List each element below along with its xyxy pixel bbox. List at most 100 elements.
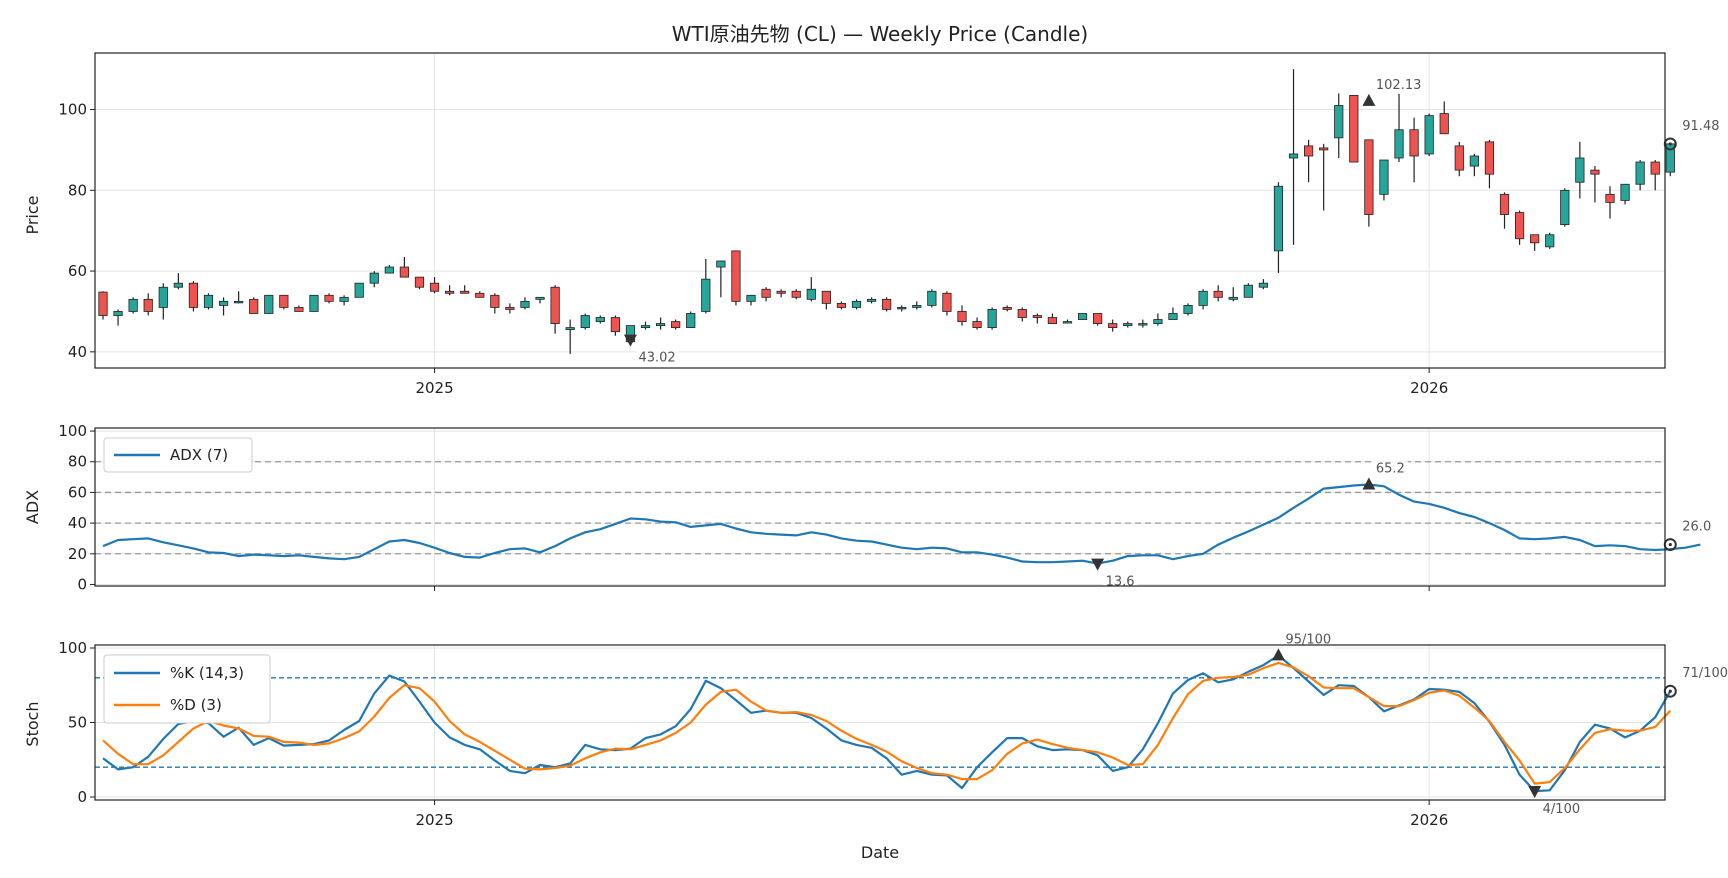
stoch-annotation-bg [1679, 665, 1728, 683]
candle-down [942, 292, 952, 312]
candle-down [836, 302, 847, 308]
candle-up [1198, 290, 1208, 306]
candle-up [1228, 296, 1238, 300]
candle-down [791, 290, 801, 298]
candle-down [1213, 290, 1223, 298]
candle-down [776, 290, 786, 294]
adx-legend-label: ADX (7) [170, 446, 228, 464]
price-plot-frame [94, 52, 1666, 369]
price-panel: 40 60 80 100 2025 2026 102.13 43.02 91.48 Pric… [23, 52, 1723, 397]
candle-up [595, 317, 605, 322]
candle-down [1032, 315, 1042, 318]
stoch-annotation-label: 71/100 [1682, 666, 1728, 681]
price-y-tick-label: 100 [58, 101, 87, 119]
candle-down [1304, 145, 1314, 157]
candle-down [821, 290, 831, 304]
candle-down [324, 294, 334, 302]
candle-up [1334, 105, 1344, 139]
stoch-series-line-0 [102, 654, 1672, 793]
candle-up [218, 300, 229, 306]
candle-up [1062, 321, 1073, 324]
candle-down [445, 290, 455, 294]
stoch-y-axis-label: Stoch [23, 701, 42, 746]
candle-up [701, 278, 711, 312]
candle-up [1379, 159, 1389, 195]
candle-down [972, 321, 982, 329]
candle-down [143, 298, 153, 312]
candle-up [716, 260, 726, 268]
candle-down [1349, 95, 1359, 163]
candle-up [128, 298, 138, 312]
stoch-k-legend-label: %K (14,3) [170, 664, 244, 682]
adx-y-tick-label: 100 [58, 422, 87, 440]
candle-up [520, 300, 530, 308]
price-annotation-label: 102.13 [1376, 78, 1422, 93]
candle-down [1499, 193, 1510, 215]
candle-up [746, 294, 756, 302]
candle-up [1077, 313, 1088, 320]
price-annotation-bg [635, 349, 679, 367]
candle-up [1153, 319, 1163, 324]
price-last-marker-dot [1668, 142, 1672, 146]
price-annotation-bg [1679, 117, 1723, 135]
candle-down [429, 282, 440, 292]
candle-down [550, 286, 560, 324]
stoch-annotation-bg [1539, 801, 1584, 819]
adx-y-tick-label: 40 [68, 514, 87, 532]
stoch-last-marker-dot [1668, 689, 1672, 693]
stoch-x-tick-label: 2026 [1410, 811, 1448, 829]
candle-up [1183, 305, 1193, 314]
price-annotation-label: 43.02 [638, 351, 675, 366]
price-y-tick-label: 60 [68, 262, 87, 280]
candle-up [580, 315, 590, 329]
stoch-plot-frame [94, 644, 1666, 801]
candle-down [399, 266, 410, 278]
candle-down [98, 291, 108, 316]
candle-up [369, 272, 379, 284]
candle-down [1047, 317, 1058, 324]
adx-series-line-0 [102, 483, 1701, 565]
candle-down [188, 282, 199, 308]
candle-down [475, 292, 485, 298]
stoch-y-tick-label: 50 [68, 714, 87, 732]
adx-annotation-bg [1679, 518, 1715, 536]
candle-up [1575, 157, 1585, 183]
stoch-annotation-label: 95/100 [1285, 632, 1331, 647]
price-max-marker [1362, 93, 1376, 106]
candle-up [113, 311, 123, 316]
candle-up [234, 300, 244, 304]
candle-down [1514, 212, 1525, 240]
adx-legend-box [103, 437, 253, 473]
candle-down [610, 317, 620, 333]
price-annotation-bg [1372, 76, 1425, 94]
adx-legend: ADX (7) [103, 437, 253, 473]
candle-down [731, 250, 741, 302]
candle-down [761, 288, 771, 298]
price-y-tick-label: 80 [68, 181, 87, 199]
candle-down [1319, 147, 1329, 151]
candle-down [1364, 139, 1374, 215]
candle-down [1650, 161, 1660, 175]
stoch-annotation-label: 4/100 [1543, 802, 1580, 817]
chart-title: WTI原油先物 (CL) — Weekly Price (Candle) [672, 22, 1088, 46]
candle-down [882, 298, 892, 310]
x-axis-label: Date [861, 843, 899, 862]
adx-max-marker [1362, 477, 1376, 490]
adx-y-tick-label: 20 [68, 545, 87, 563]
candle-up [565, 327, 575, 331]
candle-up [1635, 161, 1645, 185]
adx-annotation-bg [1372, 460, 1408, 478]
candle-down [414, 276, 425, 288]
candle-down [460, 290, 470, 294]
price-x-tick-label: 2025 [415, 379, 453, 397]
price-y-tick-label: 40 [68, 343, 87, 361]
price-annotation-label: 91.48 [1682, 119, 1719, 134]
candle-down [505, 307, 515, 310]
candle-up [1138, 323, 1148, 326]
candle-up [655, 323, 666, 326]
candle-up [384, 266, 394, 274]
stoch-min-marker [1528, 786, 1542, 799]
candle-down [1454, 145, 1464, 171]
